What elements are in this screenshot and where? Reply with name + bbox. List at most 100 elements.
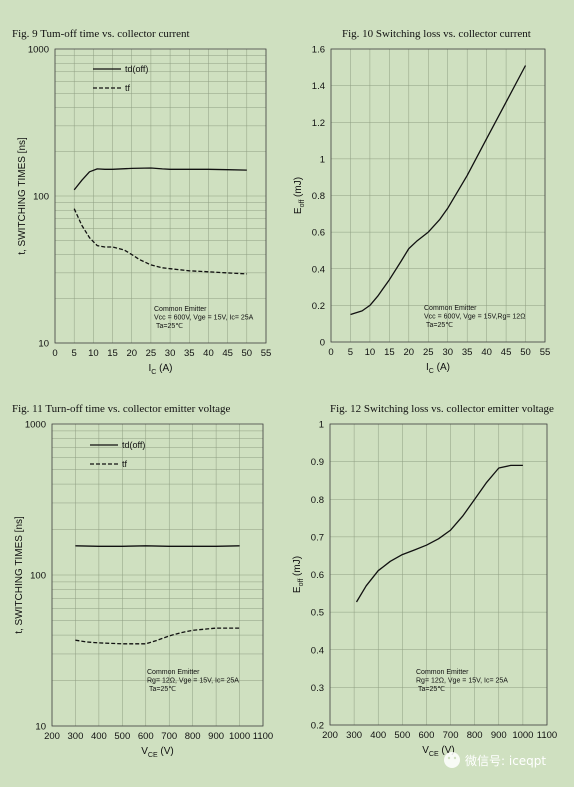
x-tick-label: 20 — [126, 348, 137, 359]
y-tick-label: 1.2 — [312, 118, 325, 129]
x-axis-label: VCE (V) — [422, 745, 455, 758]
y-tick-label: 0.4 — [312, 264, 325, 275]
y-tick-label: 0.4 — [311, 645, 324, 656]
y-tick-label: 100 — [30, 571, 46, 582]
x-tick-label: 45 — [501, 347, 512, 358]
y-tick-label: 1 — [319, 420, 324, 431]
annotation-line: Ta=25℃ — [426, 322, 453, 329]
series-line-tf — [73, 208, 247, 275]
y-tick-label: 0.7 — [311, 532, 324, 543]
annotation-line: Common Emitter — [154, 306, 207, 313]
x-tick-label: 600 — [138, 731, 154, 742]
y-axis-label: t, SWITCHING TIMES [ns] — [14, 516, 25, 634]
series-line-fig12 — [355, 464, 523, 603]
annotation-line: Ta=25℃ — [149, 686, 176, 693]
x-tick-label: 0 — [328, 347, 333, 358]
chart-title: Fig. 9 Tum-off time vs. collector curren… — [12, 28, 190, 40]
x-tick-label: 45 — [222, 348, 233, 359]
y-axis-label: t, SWITCHING TIMES [ns] — [17, 137, 28, 255]
x-tick-label: 15 — [384, 347, 395, 358]
x-tick-label: 500 — [114, 731, 130, 742]
watermark: 微信号: iceqpt — [444, 752, 546, 768]
y-tick-label: 0.8 — [311, 495, 324, 506]
x-tick-label: 800 — [467, 730, 483, 741]
series-line-td-off- — [73, 167, 247, 191]
annotation-line: Rg= 12Ω, Vge = 15V, Ic= 25A — [147, 678, 239, 685]
chart-title: Fig. 12 Switching loss vs. collector emi… — [330, 403, 554, 415]
fig12-chart: Fig. 12 Switching loss vs. collector emi… — [292, 403, 557, 758]
x-tick-label: 20 — [404, 347, 415, 358]
x-axis-label: IC (A) — [149, 363, 173, 376]
annotation-line: Vcc = 600V, Vge = 15V, Ic= 25A — [154, 315, 254, 322]
x-tick-label: 1100 — [253, 731, 273, 742]
plot-frame — [51, 423, 264, 727]
x-axis-label: VCE (V) — [141, 746, 174, 759]
x-tick-label: 25 — [146, 348, 157, 359]
y-tick-label: 1000 — [28, 45, 49, 56]
series-line-tf — [75, 627, 240, 645]
y-tick-label: 0.2 — [311, 721, 324, 732]
x-axis-label-unit: (A) — [434, 362, 450, 373]
y-tick-label: 10 — [35, 722, 46, 733]
y-tick-label: 0.5 — [311, 608, 324, 619]
x-axis-label-sub: CE — [148, 752, 158, 759]
annotation-line: Common Emitter — [424, 305, 477, 312]
legend-label: tf — [125, 83, 131, 93]
x-tick-label: 5 — [72, 348, 77, 359]
x-tick-label: 10 — [88, 348, 99, 359]
x-tick-label: 700 — [443, 730, 459, 741]
x-axis-label-main: V — [141, 746, 148, 757]
y-tick-label: 100 — [33, 192, 49, 203]
fig10-chart: Fig. 10 Switching loss vs. collector cur… — [293, 28, 550, 375]
y-tick-label: 0.8 — [312, 191, 325, 202]
y-tick-label: 1.4 — [312, 81, 325, 92]
y-tick-label: 0.3 — [311, 683, 324, 694]
x-tick-label: 55 — [540, 347, 551, 358]
x-tick-label: 35 — [184, 348, 195, 359]
y-tick-label: 10 — [38, 339, 49, 350]
y-axis-label-unit: (mJ) — [293, 177, 304, 200]
watermark-text: 微信号: iceqpt — [465, 754, 546, 768]
x-tick-label: 25 — [423, 347, 434, 358]
x-tick-label: 1000 — [512, 730, 533, 741]
x-tick-label: 5 — [348, 347, 353, 358]
x-tick-label: 15 — [107, 348, 118, 359]
chart-title: Fig. 10 Switching loss vs. collector cur… — [342, 28, 531, 40]
x-tick-label: 200 — [44, 731, 60, 742]
x-tick-label: 40 — [203, 348, 214, 359]
x-tick-label: 800 — [185, 731, 201, 742]
fig9-chart: Fig. 9 Tum-off time vs. collector curren… — [12, 28, 271, 376]
x-tick-label: 30 — [442, 347, 453, 358]
x-axis-label-main: I — [149, 363, 152, 374]
x-tick-label: 40 — [481, 347, 492, 358]
y-tick-label: 1 — [320, 154, 325, 165]
x-axis-label-sub: C — [151, 369, 156, 376]
plot-frame — [54, 48, 267, 344]
annotation-line: Rg= 12Ω, Vge = 15V, Ic= 25A — [416, 678, 508, 685]
y-tick-label: 0.9 — [311, 457, 324, 468]
x-axis-label-main: I — [426, 362, 429, 373]
x-tick-label: 30 — [165, 348, 176, 359]
wechat-icon — [444, 752, 460, 768]
chart-title: Fig. 11 Turn-off time vs. collector emit… — [12, 403, 231, 415]
y-axis-label-main: E — [293, 207, 304, 214]
x-tick-label: 900 — [208, 731, 224, 742]
x-tick-label: 900 — [491, 730, 507, 741]
x-axis-label-sub: C — [429, 368, 434, 375]
y-axis-label-unit: (mJ) — [292, 556, 303, 579]
series-line-td-off- — [75, 545, 240, 547]
x-axis-label-unit: (A) — [156, 363, 172, 374]
y-axis-label: Eoff (mJ) — [293, 177, 306, 214]
x-tick-label: 35 — [462, 347, 473, 358]
annotation-line: Ta=25℃ — [418, 686, 445, 693]
legend-label: tf — [122, 459, 128, 469]
plot-frame — [330, 48, 546, 343]
annotation-line: Common Emitter — [147, 669, 200, 676]
x-tick-label: 400 — [91, 731, 107, 742]
x-tick-label: 50 — [242, 348, 253, 359]
wechat-icon-eye — [453, 756, 457, 760]
x-tick-label: 1100 — [537, 730, 557, 741]
legend-label: td(off) — [125, 64, 148, 74]
annotation-line: Common Emitter — [416, 669, 469, 676]
x-tick-label: 50 — [520, 347, 531, 358]
